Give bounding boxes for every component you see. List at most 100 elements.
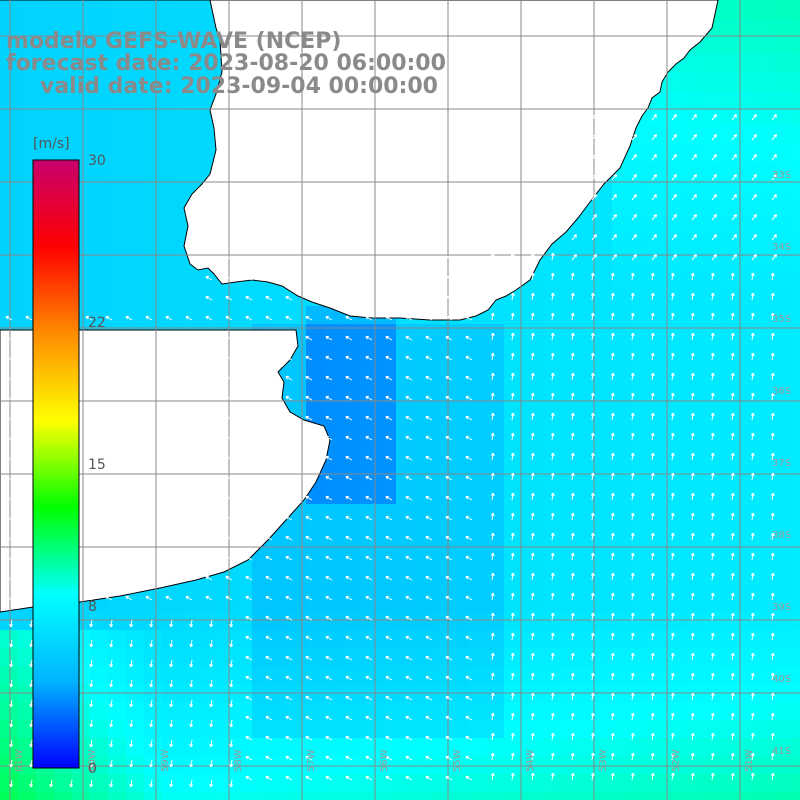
speed-cell (252, 702, 270, 720)
wind-arrow (185, 415, 193, 421)
wind-arrow (85, 455, 93, 461)
speed-cell (450, 774, 468, 792)
wind-arrow (445, 595, 453, 601)
speed-cell (234, 612, 252, 630)
speed-cell (738, 306, 756, 324)
speed-cell (594, 666, 612, 684)
speed-cell (54, 90, 72, 108)
wind-arrow (145, 455, 153, 461)
speed-cell (414, 756, 432, 774)
speed-cell (504, 576, 522, 594)
wind-arrow (85, 495, 93, 501)
speed-cell (360, 648, 378, 666)
wind-arrow (9, 659, 14, 668)
speed-cell (432, 504, 450, 522)
speed-cell (594, 198, 612, 216)
speed-cell (576, 666, 594, 684)
speed-cell (558, 504, 576, 522)
wind-arrow (550, 352, 555, 361)
speed-cell (414, 666, 432, 684)
speed-cell (198, 18, 216, 36)
speed-cell (144, 216, 162, 234)
speed-cell (720, 792, 738, 800)
speed-cell (756, 594, 774, 612)
wind-arrow (771, 174, 777, 181)
speed-cell (360, 612, 378, 630)
wind-arrow (365, 715, 373, 721)
wind-arrow (189, 699, 194, 708)
wind-arrow (670, 372, 675, 381)
speed-cell (630, 306, 648, 324)
speed-cell (198, 738, 216, 756)
wind-arrow (651, 194, 657, 201)
wind-arrow (125, 375, 133, 381)
speed-cell (702, 108, 720, 126)
speed-cell (702, 558, 720, 576)
wind-arrow (770, 712, 775, 721)
wind-arrow (630, 772, 635, 781)
speed-cell (666, 90, 684, 108)
speed-cell (36, 792, 54, 800)
speed-cell (666, 342, 684, 360)
wind-arrow (510, 552, 515, 561)
speed-cell (630, 288, 648, 306)
wind-arrow (89, 719, 94, 728)
speed-cell (576, 720, 594, 738)
speed-cell (738, 558, 756, 576)
wind-arrow (85, 535, 93, 541)
speed-cell (414, 594, 432, 612)
speed-cell (54, 774, 72, 792)
speed-cell (774, 432, 792, 450)
wind-arrow (205, 395, 213, 401)
speed-cell (594, 432, 612, 450)
speed-cell (0, 180, 18, 198)
speed-cell (108, 738, 126, 756)
wind-arrow (85, 515, 93, 521)
wind-arrow (465, 715, 473, 721)
speed-cell (144, 774, 162, 792)
wind-arrow (345, 415, 353, 421)
speed-cell (738, 36, 756, 54)
wind-arrow (750, 572, 755, 581)
wind-arrow (690, 352, 695, 361)
wind-arrow (630, 372, 635, 381)
speed-cell (702, 198, 720, 216)
speed-cell (792, 486, 800, 504)
speed-cell (666, 594, 684, 612)
speed-cell (720, 648, 738, 666)
wind-arrow (465, 375, 473, 381)
wind-arrow (125, 315, 133, 321)
wind-arrow (571, 214, 577, 221)
wind-arrow (730, 672, 735, 681)
speed-cell (324, 666, 342, 684)
speed-cell (144, 54, 162, 72)
speed-cell (522, 324, 540, 342)
speed-cell (396, 360, 414, 378)
speed-cell (234, 306, 252, 324)
speed-cell (90, 792, 108, 800)
wind-arrow (465, 655, 473, 661)
wind-arrow (510, 492, 515, 501)
wind-arrow (5, 395, 13, 401)
speed-cell (684, 612, 702, 630)
wind-arrow (711, 114, 717, 121)
speed-cell (18, 774, 36, 792)
wind-arrow (345, 655, 353, 661)
speed-cell (504, 612, 522, 630)
speed-cell (612, 666, 630, 684)
wind-arrow (169, 659, 174, 668)
wind-arrow (305, 755, 313, 761)
wind-arrow (145, 595, 153, 601)
longitude-label: 52W (671, 749, 682, 772)
speed-cell (684, 90, 702, 108)
speed-cell (648, 450, 666, 468)
wind-arrow (385, 595, 393, 601)
wind-arrow (650, 592, 655, 601)
wind-arrow (550, 332, 555, 341)
speed-cell (108, 234, 126, 252)
wind-arrow (550, 232, 555, 241)
speed-cell (486, 576, 504, 594)
wind-arrow (445, 675, 453, 681)
speed-cell (54, 18, 72, 36)
wind-arrow (730, 772, 735, 781)
